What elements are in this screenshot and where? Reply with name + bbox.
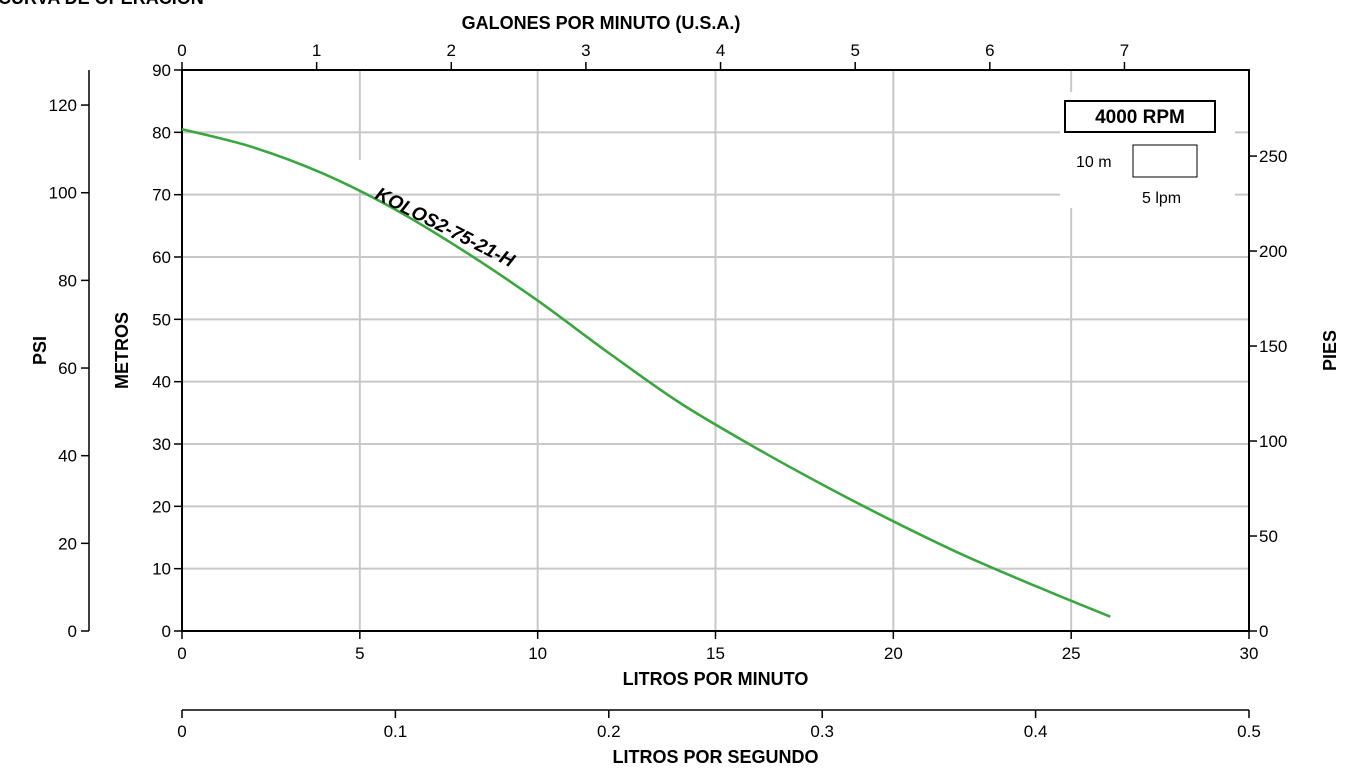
top-tick-label: 7 <box>1120 41 1129 60</box>
bottom-axis: 0 5 10 15 20 25 30 LITROS POR MINUTO <box>177 631 1258 689</box>
right-axis: 0 50 100 150 200 250 PIES <box>1249 147 1340 641</box>
top-tick-label: 1 <box>312 41 321 60</box>
top-tick-label: 5 <box>850 41 859 60</box>
bottom2-tick-label: 0.1 <box>384 722 408 741</box>
left-axis-title: METROS <box>112 312 132 389</box>
series-label: KOLOS2-75-21-H <box>372 184 519 273</box>
top-axis-title: GALONES POR MINUTO (U.S.A.) <box>462 13 741 33</box>
bottom-tick-label: 25 <box>1062 644 1081 663</box>
right-tick-label: 250 <box>1259 147 1287 166</box>
label-grid-mask <box>352 160 364 190</box>
bottom-tick-label: 0 <box>177 644 186 663</box>
left-tick-label: 80 <box>152 123 171 142</box>
legend-rpm-box <box>1064 100 1216 133</box>
left2-tick-label: 100 <box>49 184 77 203</box>
right-tick-label: 50 <box>1259 527 1278 546</box>
legend-scale-flow: 5 lpm <box>1142 190 1181 207</box>
left-tick-label: 50 <box>152 310 171 329</box>
left-tick-label: 20 <box>152 497 171 516</box>
bottom-axis-title: LITROS POR MINUTO <box>623 669 809 689</box>
bottom-tick-label: 5 <box>355 644 364 663</box>
bottom-tick-label: 10 <box>528 644 547 663</box>
bottom-tick-label: 20 <box>884 644 903 663</box>
bottom2-axis: 0 0.1 0.2 0.3 0.4 0.5 LITROS POR SEGUNDO <box>177 709 1261 767</box>
chart-title: CURVA DE OPERACIÓN <box>0 0 204 8</box>
right-tick-label: 200 <box>1259 242 1287 261</box>
left-tick-label: 40 <box>152 373 171 392</box>
bottom2-tick-label: 0.5 <box>1237 722 1261 741</box>
top-tick-label: 2 <box>447 41 456 60</box>
legend: 4000 RPM 10 m 5 lpm <box>1064 100 1216 207</box>
legend-scale-height: 10 m <box>1076 154 1112 171</box>
bottom2-tick-label: 0.4 <box>1024 722 1048 741</box>
right-tick-label: 100 <box>1259 432 1287 451</box>
left-tick-label: 90 <box>152 61 171 80</box>
bottom2-axis-title: LITROS POR SEGUNDO <box>612 747 818 767</box>
left2-axis-title: PSI <box>30 336 50 365</box>
left2-tick-label: 120 <box>49 96 77 115</box>
legend-rpm-text: 4000 RPM <box>1095 107 1185 128</box>
top-tick-label: 6 <box>985 41 994 60</box>
top-axis: 0 1 2 3 4 5 6 7 GALONES POR MINUTO (U.S.A.) <box>177 13 1129 70</box>
bottom2-tick-label: 0 <box>177 722 186 741</box>
top-tick-label: 3 <box>581 41 590 60</box>
top-tick-label: 0 <box>177 41 186 60</box>
left2-tick-label: 60 <box>58 359 77 378</box>
left-tick-label: 0 <box>162 622 171 641</box>
bottom-tick-label: 30 <box>1240 644 1259 663</box>
right-tick-label: 0 <box>1259 622 1268 641</box>
left-tick-label: 10 <box>152 560 171 579</box>
left2-tick-label: 40 <box>58 447 77 466</box>
left-tick-label: 30 <box>152 435 171 454</box>
left2-axis: 0 20 40 60 80 100 120 PSI <box>30 70 90 641</box>
left2-tick-label: 20 <box>58 534 77 553</box>
left2-tick-label: 80 <box>58 271 77 290</box>
bottom2-tick-label: 0.3 <box>810 722 834 741</box>
left2-tick-label: 0 <box>68 622 77 641</box>
bottom-tick-label: 15 <box>706 644 725 663</box>
top-tick-label: 4 <box>716 41 725 60</box>
left-tick-label: 70 <box>152 186 171 205</box>
legend-scale-box <box>1132 144 1198 178</box>
left-tick-label: 60 <box>152 248 171 267</box>
right-axis-title: PIES <box>1320 330 1340 371</box>
right-tick-label: 150 <box>1259 337 1287 356</box>
left-axis: 0 10 20 30 40 50 60 70 80 90 METROS <box>112 61 182 641</box>
bottom2-tick-label: 0.2 <box>597 722 621 741</box>
series-line <box>181 127 1111 618</box>
